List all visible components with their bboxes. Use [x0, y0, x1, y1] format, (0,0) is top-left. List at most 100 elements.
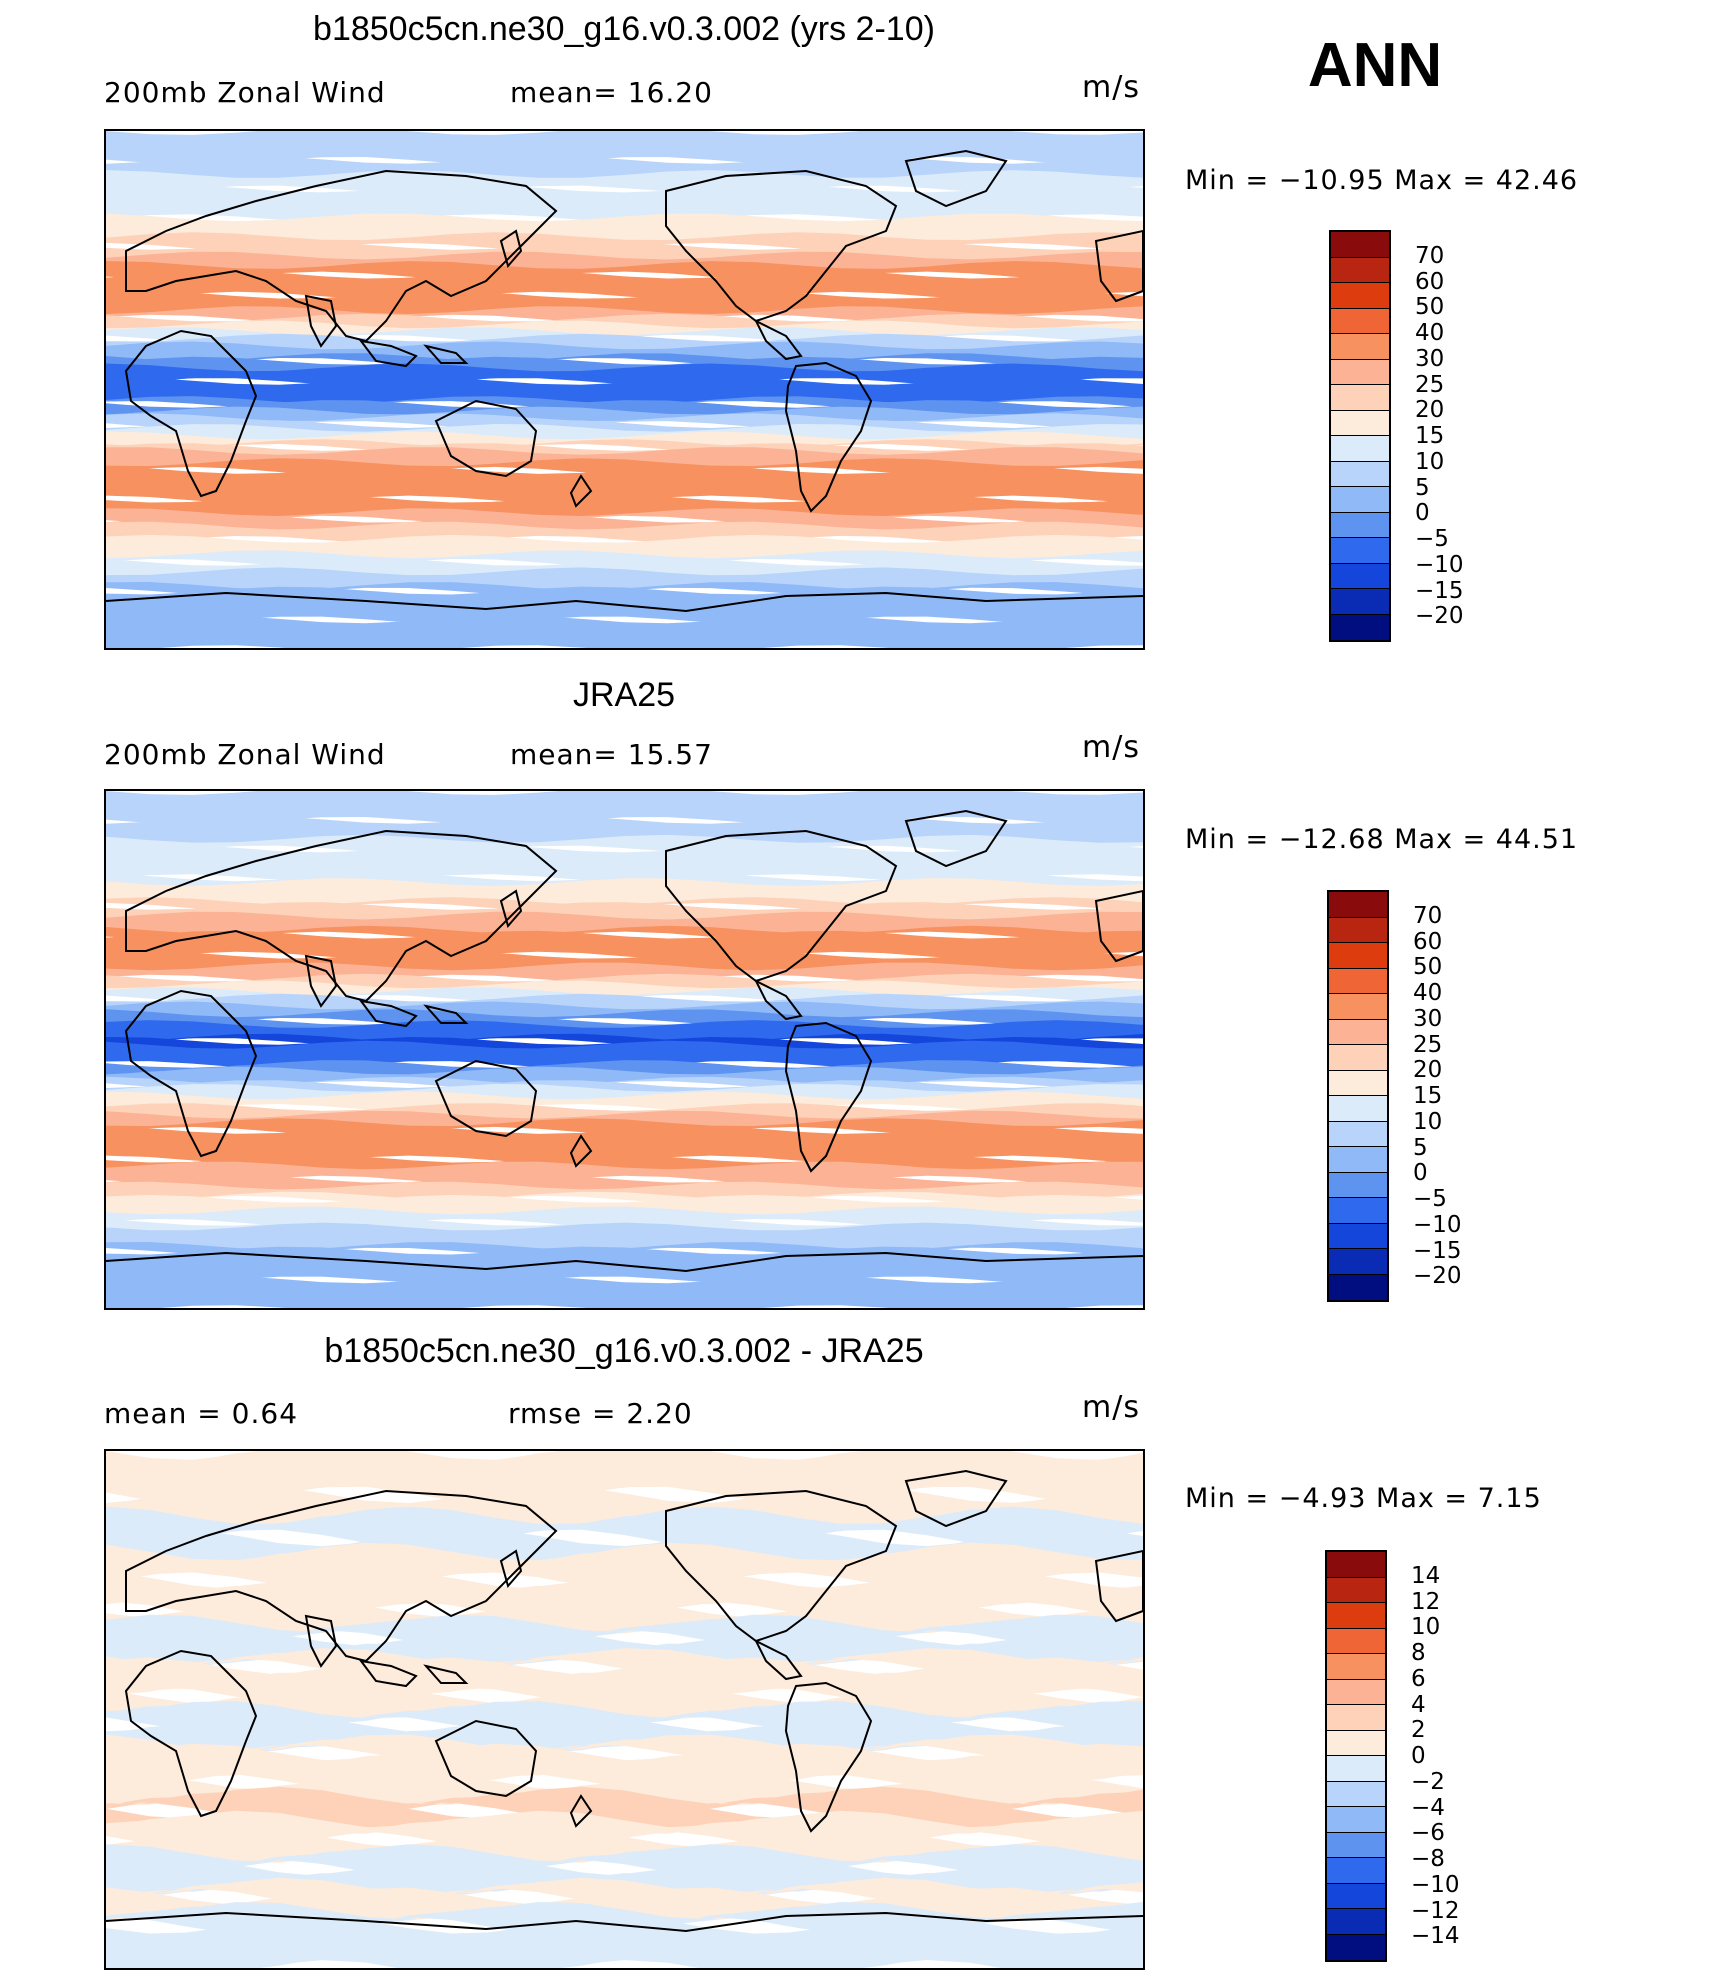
field-contour-band: [106, 528, 1143, 541]
colorbar-swatch: [1327, 1552, 1385, 1578]
field-contour-band: [106, 902, 1143, 916]
field-contour-band: [106, 274, 1143, 287]
colorbar-swatch: [1327, 1679, 1385, 1705]
colorbar-swatch: [1329, 1172, 1387, 1198]
colorbar-swatch: [1331, 436, 1389, 462]
coastline: [784, 1021, 873, 1173]
field-contour-band: [106, 605, 1143, 620]
colorbar-label: 25: [1413, 1031, 1443, 1058]
field-contour-band: [106, 1171, 1143, 1184]
field-contour-band: [106, 538, 1143, 552]
colorbar-swatch: [1327, 1781, 1385, 1807]
field-contour-band: [106, 854, 1143, 868]
colorbar-swatch: [1327, 1807, 1385, 1833]
colorbar-label: −10: [1413, 1211, 1462, 1238]
colorbar-label: 50: [1413, 954, 1443, 981]
field-contour-band: [106, 1633, 1143, 1658]
field-contour-band: [106, 934, 1143, 947]
field-contour-band: [106, 1623, 1143, 1647]
field-contour-band: [106, 511, 1143, 524]
field-contour-band: [106, 222, 1143, 237]
field-contour-band: [106, 1667, 1143, 1691]
field-contour-band: [106, 1513, 1143, 1540]
colorbar-label: 15: [1415, 423, 1445, 449]
colorbar-swatch: [1331, 538, 1389, 564]
colorbar-label: 70: [1413, 902, 1443, 929]
field-contour-band: [106, 984, 1143, 997]
field-contour-band: [106, 1451, 1143, 1475]
field-contour-band: [106, 825, 1143, 839]
colorbar-swatch: [1327, 1654, 1385, 1680]
field-contour-band: [106, 439, 1143, 452]
field-contour-band: [106, 454, 1143, 468]
colorbar-label: 6: [1411, 1665, 1426, 1692]
field-contour-band: [106, 1521, 1143, 1548]
colorbar-label: 20: [1413, 1057, 1443, 1084]
field-contour-band: [106, 1126, 1143, 1140]
panel3-colorbar-labels: 14 12 10 8 6 4 2 0 −2 −4 −6 −8 −10 −12 −14: [1411, 1550, 1501, 1962]
field-contour-band: [106, 1020, 1143, 1033]
field-contour-band: [106, 1140, 1143, 1154]
field-contour-band: [106, 1643, 1143, 1667]
colorbar-swatch: [1327, 1730, 1385, 1756]
field-contour-band: [106, 1103, 1143, 1116]
field-contour-band: [106, 916, 1143, 930]
colorbar-label: −4: [1411, 1794, 1445, 1821]
field-contour-band: [106, 256, 1143, 270]
field-contour-band: [106, 1610, 1143, 1634]
field-contour-band: [106, 806, 1143, 820]
field-contour-band: [106, 242, 1143, 256]
field-contour-band: [106, 1695, 1143, 1720]
field-contour-band: [106, 349, 1143, 362]
field-contour-band: [106, 333, 1143, 347]
coastline: [1094, 889, 1143, 963]
field-contour-band: [106, 844, 1143, 859]
colorbar-label: −14: [1411, 1923, 1460, 1950]
field-contour-band: [106, 1952, 1100, 1968]
panel3-units: m/s: [1082, 1390, 1140, 1425]
coastline: [753, 978, 803, 1021]
panel2-units: m/s: [1082, 730, 1140, 765]
field-contour-band: [106, 213, 1143, 227]
field-contour-band: [106, 1777, 1143, 1801]
field-contour-band: [106, 791, 1143, 801]
field-contour-band: [106, 911, 1143, 926]
colorbar-swatch: [1331, 589, 1389, 615]
field-contour-band: [106, 1013, 1143, 1026]
field-contour-band: [106, 302, 1143, 315]
colorbar-label: 50: [1415, 294, 1445, 321]
colorbar-label: 25: [1415, 371, 1445, 398]
field-contour-band: [106, 265, 1143, 280]
colorbar-swatch: [1329, 1070, 1387, 1096]
field-contour-band: [106, 811, 1143, 825]
field-contour-band: [106, 1614, 1143, 1638]
field-contour-band: [106, 141, 1143, 156]
colorbar-label: −6: [1411, 1820, 1445, 1847]
colorbar-label: 30: [1413, 1005, 1443, 1032]
panel3-map: [104, 1449, 1145, 1970]
coastline: [784, 1681, 873, 1833]
colorbar-swatch: [1327, 1705, 1385, 1731]
field-contour-band: [106, 801, 1143, 816]
coastline: [125, 169, 558, 343]
field-contour-band: [106, 525, 1143, 538]
colorbar-swatch: [1329, 1045, 1387, 1071]
colorbar-swatch: [1331, 487, 1389, 513]
field-contour-band: [106, 973, 1143, 986]
field-contour-band: [106, 1048, 1143, 1062]
colorbar-swatch: [1327, 1934, 1385, 1960]
field-contour-band: [106, 572, 1143, 586]
colorbar-label: 20: [1415, 397, 1445, 424]
coastline: [304, 1614, 338, 1668]
field-contour-band: [106, 366, 1143, 380]
colorbar-label: 4: [1411, 1691, 1426, 1718]
field-contour-band: [106, 1232, 1143, 1246]
panel3-field: [106, 1451, 1143, 1968]
field-contour-band: [106, 1938, 1143, 1964]
panel1-map-svg: [106, 131, 1143, 648]
colorbar-label: 40: [1413, 980, 1443, 1006]
panel3-coastlines: [106, 1469, 1143, 1933]
field-contour-band: [106, 1217, 1143, 1232]
field-contour-band: [106, 155, 1143, 170]
colorbar-swatch: [1329, 1019, 1387, 1045]
